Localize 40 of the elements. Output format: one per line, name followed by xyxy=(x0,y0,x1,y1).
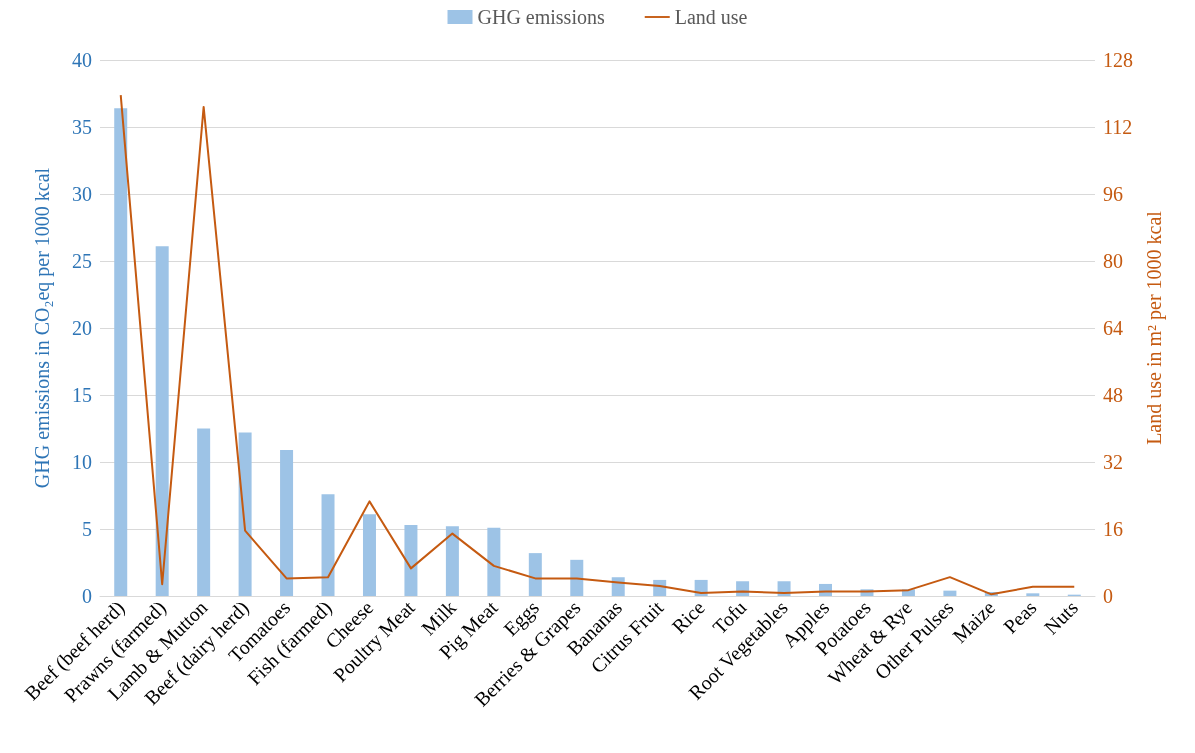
y2-tick-label: 96 xyxy=(1103,183,1123,205)
y-tick-label: 20 xyxy=(72,317,92,339)
y-axis-title: GHG emissions in CO₂eq per 1000 kcal xyxy=(31,167,54,489)
bar xyxy=(570,559,584,596)
bar xyxy=(362,514,376,596)
line-series xyxy=(119,94,1076,596)
bar xyxy=(404,524,418,596)
bar xyxy=(943,590,957,596)
bar xyxy=(487,527,501,596)
y-tick-label: 15 xyxy=(72,384,92,406)
x-tick-label: Rice xyxy=(667,596,710,638)
y-tick-label: 40 xyxy=(72,49,92,71)
bar xyxy=(197,428,211,596)
y-tick-label: 10 xyxy=(72,451,92,473)
y2-tick-label: 32 xyxy=(1103,451,1123,473)
x-tick-label: Nuts xyxy=(1039,596,1083,639)
y2-tick-label: 16 xyxy=(1103,518,1123,540)
y2-tick-label: 80 xyxy=(1103,250,1123,272)
y2-tick-label: 112 xyxy=(1103,116,1133,138)
bar xyxy=(280,449,294,596)
legend-label: GHG emissions xyxy=(477,6,605,28)
y2-tick-label: 64 xyxy=(1103,317,1123,339)
bar xyxy=(528,553,542,596)
y2-tick-label: 128 xyxy=(1103,49,1133,71)
bar xyxy=(445,526,459,596)
bar xyxy=(155,246,169,596)
y-tick-label: 5 xyxy=(82,518,92,540)
x-tick-label: Peas xyxy=(999,596,1041,638)
bar xyxy=(114,108,128,596)
y-tick-label: 35 xyxy=(72,116,92,138)
legend-label: Land use xyxy=(674,6,748,28)
y2-tick-label: 0 xyxy=(1103,585,1113,607)
bar xyxy=(238,432,252,596)
bar xyxy=(321,494,335,596)
y2-tick-label: 48 xyxy=(1103,384,1123,406)
bar xyxy=(1026,593,1040,596)
y-tick-label: 0 xyxy=(82,585,92,607)
y-tick-label: 25 xyxy=(72,250,92,272)
y-tick-label: 30 xyxy=(72,183,92,205)
y2-axis-title: Land use in m² per 1000 kcal xyxy=(1142,210,1166,445)
